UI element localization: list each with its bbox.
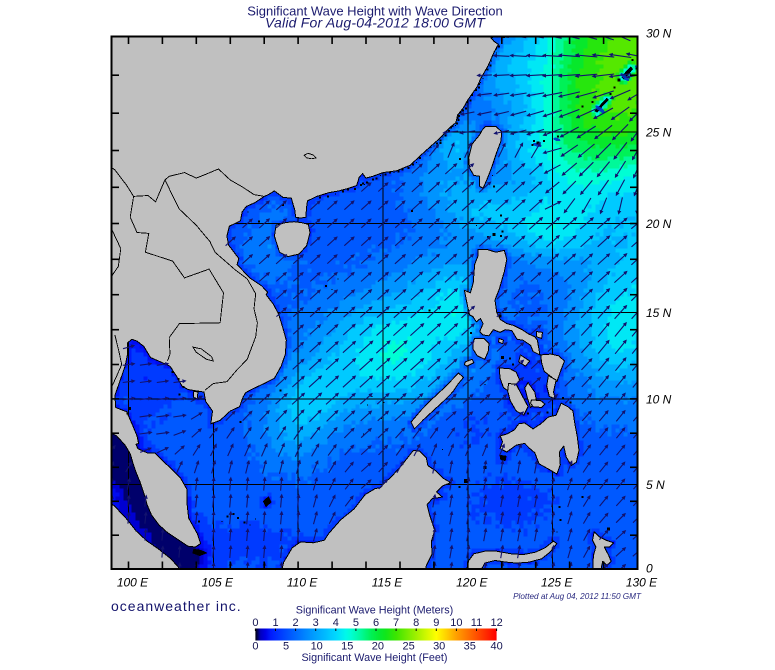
- svg-text:30 N: 30 N: [646, 27, 672, 41]
- svg-text:10: 10: [311, 641, 323, 653]
- svg-text:5: 5: [283, 641, 289, 653]
- svg-text:0: 0: [252, 617, 258, 629]
- svg-text:15 N: 15 N: [646, 306, 672, 320]
- svg-text:130 E: 130 E: [626, 576, 658, 590]
- svg-text:3: 3: [313, 617, 319, 629]
- svg-text:10 N: 10 N: [646, 392, 672, 406]
- svg-text:5: 5: [353, 617, 359, 629]
- svg-text:1: 1: [272, 617, 278, 629]
- svg-text:15: 15: [341, 641, 353, 653]
- svg-text:7: 7: [393, 617, 399, 629]
- svg-text:Significant Wave Height with W: Significant Wave Height with Wave Direct…: [247, 4, 503, 19]
- svg-text:100 E: 100 E: [117, 576, 149, 590]
- svg-text:Significant Wave Height (Feet): Significant Wave Height (Feet): [301, 652, 447, 664]
- svg-text:5 N: 5 N: [646, 478, 665, 492]
- svg-text:105 E: 105 E: [202, 576, 234, 590]
- svg-text:125 E: 125 E: [541, 576, 573, 590]
- svg-text:110 E: 110 E: [287, 576, 318, 590]
- svg-text:20: 20: [372, 641, 384, 653]
- svg-text:11: 11: [471, 617, 482, 629]
- svg-text:Significant Wave Height (Meter: Significant Wave Height (Meters): [296, 605, 453, 617]
- svg-text:0: 0: [646, 562, 653, 576]
- svg-text:Plotted at Aug 04, 2012 11:50: Plotted at Aug 04, 2012 11:50 GMT: [513, 592, 642, 601]
- svg-text:40: 40: [490, 641, 502, 653]
- svg-text:2: 2: [293, 617, 299, 629]
- svg-text:0: 0: [252, 641, 258, 653]
- svg-text:25: 25: [402, 641, 414, 653]
- svg-text:120 E: 120 E: [456, 576, 488, 590]
- svg-text:10: 10: [450, 617, 462, 629]
- svg-text:oceanweather inc.: oceanweather inc.: [111, 598, 242, 614]
- svg-text:20 N: 20 N: [645, 217, 672, 231]
- svg-text:6: 6: [373, 617, 379, 629]
- svg-text:30: 30: [433, 641, 445, 653]
- svg-text:35: 35: [464, 641, 476, 653]
- svg-text:12: 12: [490, 617, 502, 629]
- svg-text:Valid For Aug-04-2012 18:00 GM: Valid For Aug-04-2012 18:00 GMT: [265, 15, 486, 31]
- svg-text:4: 4: [333, 617, 339, 629]
- svg-text:115 E: 115 E: [372, 576, 403, 590]
- svg-text:8: 8: [413, 617, 419, 629]
- svg-text:9: 9: [433, 617, 439, 629]
- svg-text:25 N: 25 N: [645, 125, 672, 139]
